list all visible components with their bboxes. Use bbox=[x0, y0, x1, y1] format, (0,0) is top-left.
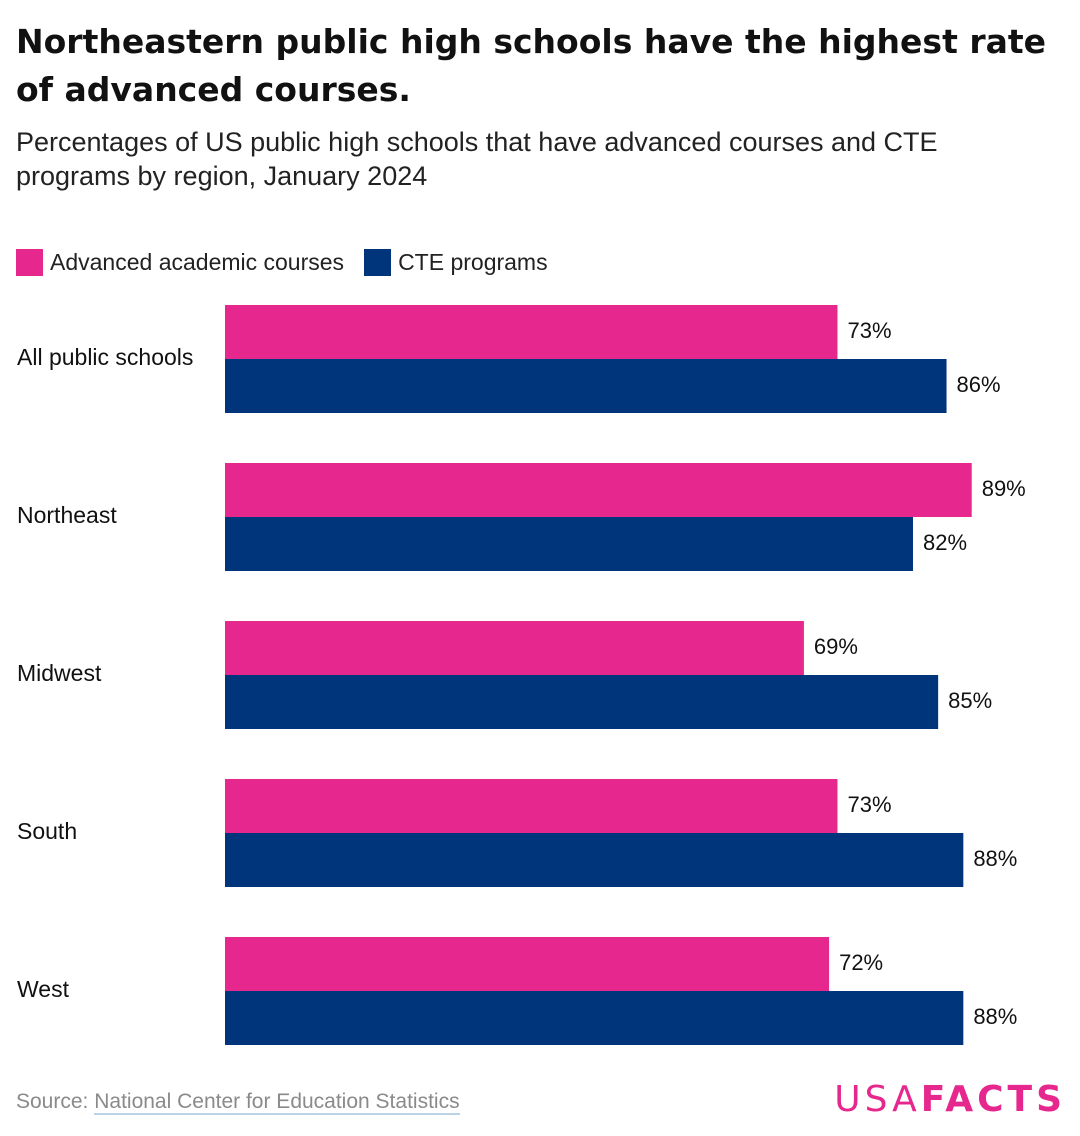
source-note: Source: National Center for Education St… bbox=[16, 1090, 460, 1115]
legend-swatch-cte-programs bbox=[364, 249, 392, 276]
bar-chart: All public schools 73% 86% Northeast 89% 82% M… bbox=[17, 305, 1026, 1045]
category-label-all-public-schools: All public schools bbox=[17, 344, 193, 370]
source-link[interactable]: National Center for Education Statistics bbox=[94, 1090, 460, 1115]
logo-text-bold: FACTS bbox=[920, 1079, 1066, 1120]
value-label-cte-programs-all-public-schools: 86% bbox=[957, 372, 1001, 397]
bar-advanced-academic-courses-all-public-schools bbox=[225, 305, 838, 359]
legend-item-cte-programs: CTE programs bbox=[364, 249, 548, 276]
bar-advanced-academic-courses-northeast bbox=[225, 463, 972, 517]
bar-advanced-academic-courses-west bbox=[225, 937, 830, 991]
category-label-midwest: Midwest bbox=[17, 660, 102, 686]
category-label-northeast: Northeast bbox=[17, 502, 117, 528]
bar-cte-programs-west bbox=[225, 991, 964, 1045]
bar-cte-programs-south bbox=[225, 833, 964, 887]
value-label-advanced-academic-courses-midwest: 69% bbox=[814, 634, 858, 659]
value-label-cte-programs-south: 88% bbox=[973, 846, 1017, 871]
value-label-cte-programs-midwest: 85% bbox=[948, 688, 992, 713]
value-label-advanced-academic-courses-south: 73% bbox=[847, 792, 891, 817]
value-label-advanced-academic-courses-northeast: 89% bbox=[982, 476, 1026, 501]
bar-cte-programs-midwest bbox=[225, 675, 939, 729]
legend-swatch-advanced-courses bbox=[16, 249, 43, 276]
chart-legend: Advanced academic courses CTE programs bbox=[16, 249, 568, 276]
chart-title: Northeastern public high schools have th… bbox=[16, 22, 1047, 109]
bar-cte-programs-all-public-schools bbox=[225, 359, 947, 413]
legend-item-advanced-courses: Advanced academic courses bbox=[16, 249, 344, 276]
source-prefix: Source: bbox=[16, 1090, 95, 1113]
value-label-advanced-academic-courses-all-public-schools: 73% bbox=[847, 318, 891, 343]
chart-subtitle: Percentages of US public high schools th… bbox=[16, 127, 938, 191]
value-label-advanced-academic-courses-west: 72% bbox=[839, 950, 883, 975]
logo-text-light: USA bbox=[834, 1079, 921, 1120]
legend-label-cte-programs: CTE programs bbox=[398, 249, 548, 275]
bar-cte-programs-northeast bbox=[225, 517, 913, 571]
category-label-west: West bbox=[17, 976, 70, 1002]
category-label-south: South bbox=[17, 818, 77, 844]
usafacts-logo: USAFACTS bbox=[834, 1079, 1066, 1120]
value-label-cte-programs-west: 88% bbox=[973, 1004, 1017, 1029]
value-label-cte-programs-northeast: 82% bbox=[923, 530, 967, 555]
bar-advanced-academic-courses-midwest bbox=[225, 621, 804, 675]
bar-advanced-academic-courses-south bbox=[225, 779, 838, 833]
legend-label-advanced-courses: Advanced academic courses bbox=[50, 249, 345, 275]
